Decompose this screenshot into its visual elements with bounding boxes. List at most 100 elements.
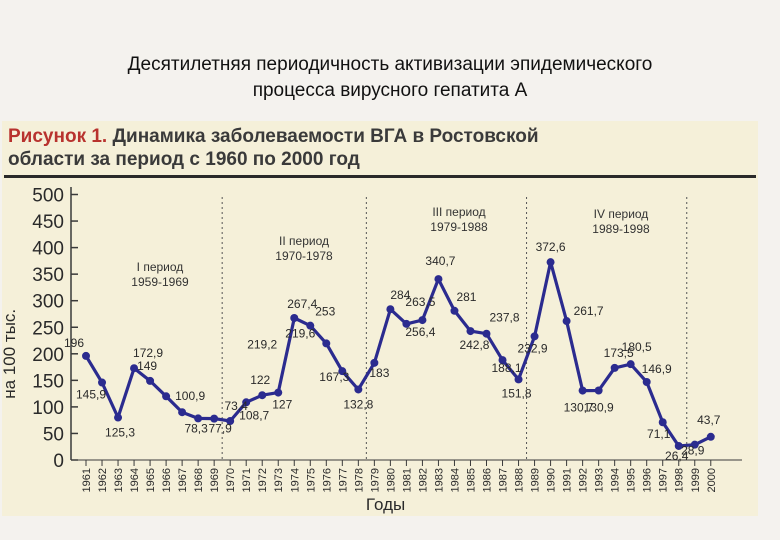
data-label: 219,6 bbox=[285, 326, 315, 340]
data-point bbox=[322, 339, 331, 348]
x-tick-label: 1963 bbox=[113, 468, 125, 492]
y-tick-label: 200 bbox=[32, 345, 64, 366]
data-point bbox=[498, 356, 507, 365]
data-label: 284 bbox=[390, 288, 410, 302]
x-tick-label: 1994 bbox=[610, 468, 622, 492]
x-tick-label: 1961 bbox=[81, 468, 93, 492]
data-point bbox=[546, 258, 555, 267]
x-tick-label: 1976 bbox=[321, 468, 333, 492]
data-point bbox=[258, 391, 267, 400]
y-tick-label: 400 bbox=[32, 239, 64, 260]
x-tick-label: 1983 bbox=[433, 468, 445, 492]
data-point bbox=[146, 376, 155, 385]
data-point bbox=[370, 358, 379, 367]
data-point bbox=[578, 386, 587, 395]
x-tick-label: 1992 bbox=[578, 468, 590, 492]
x-tick-label: 1985 bbox=[465, 468, 477, 492]
data-point bbox=[274, 388, 283, 397]
y-tick-label: 250 bbox=[32, 318, 64, 339]
figure-caption: Рисунок 1. Динамика заболеваемости ВГА в… bbox=[8, 125, 753, 171]
x-tick-label: 1991 bbox=[562, 468, 574, 492]
data-point bbox=[290, 314, 299, 323]
data-point bbox=[338, 367, 347, 376]
x-tick-label: 1999 bbox=[690, 468, 702, 492]
x-tick-label: 1998 bbox=[674, 468, 686, 492]
data-label: 100,9 bbox=[175, 389, 205, 403]
x-axis-label: Годы bbox=[366, 495, 405, 514]
y-tick-label: 150 bbox=[32, 371, 64, 392]
data-point bbox=[162, 392, 171, 401]
x-tick-label: 1990 bbox=[546, 468, 558, 492]
data-label: 145,9 bbox=[76, 388, 106, 402]
data-point bbox=[194, 414, 203, 423]
y-tick-label: 300 bbox=[32, 292, 64, 313]
data-label: 196 bbox=[64, 336, 84, 350]
period-years-label: 1970-1978 bbox=[275, 249, 333, 263]
data-label: 77,9 bbox=[208, 422, 232, 436]
period-name-label: I период bbox=[137, 260, 184, 274]
x-tick-label: 1977 bbox=[337, 468, 349, 492]
data-label: 125,3 bbox=[105, 426, 135, 440]
data-point bbox=[642, 377, 651, 386]
y-tick-label: 50 bbox=[43, 424, 64, 445]
x-tick-label: 1993 bbox=[594, 468, 606, 492]
x-tick-label: 1981 bbox=[401, 468, 413, 492]
data-label: 151,8 bbox=[502, 386, 532, 400]
period-years-label: 1959-1969 bbox=[131, 275, 189, 289]
data-label: 372,6 bbox=[536, 240, 566, 254]
data-point bbox=[530, 332, 539, 341]
data-label: 43,7 bbox=[697, 413, 721, 427]
data-label: 188,1 bbox=[492, 361, 522, 375]
data-label: 149 bbox=[137, 359, 157, 373]
data-label: 263,5 bbox=[405, 295, 435, 309]
data-point bbox=[210, 414, 219, 423]
x-tick-label: 1982 bbox=[417, 468, 429, 492]
data-label: 130,9 bbox=[584, 400, 614, 414]
x-tick-label: 1970 bbox=[225, 468, 237, 492]
data-point bbox=[690, 440, 699, 449]
data-label: 256,4 bbox=[405, 325, 435, 339]
data-point bbox=[130, 364, 139, 373]
x-tick-label: 1995 bbox=[626, 468, 638, 492]
data-point bbox=[674, 441, 683, 450]
period-years-label: 1979-1988 bbox=[430, 220, 488, 234]
x-tick-label: 1967 bbox=[177, 468, 189, 492]
data-label: 261,7 bbox=[574, 304, 604, 318]
data-label: 242,8 bbox=[459, 338, 489, 352]
data-point bbox=[626, 360, 635, 369]
data-label: 180,5 bbox=[622, 340, 652, 354]
data-label: 173,5 bbox=[604, 346, 634, 360]
data-label: 146,9 bbox=[642, 362, 672, 376]
x-tick-label: 1966 bbox=[161, 468, 173, 492]
data-point bbox=[594, 386, 603, 395]
data-point bbox=[658, 418, 667, 427]
data-point bbox=[226, 417, 235, 426]
x-tick-label: 1965 bbox=[145, 468, 157, 492]
data-label: 172,9 bbox=[133, 346, 163, 360]
incidence-line-chart: 0 50 100 150 200 250 300 350 400 450 500 на 100 тыс… bbox=[2, 186, 742, 514]
period-name-label: IV период bbox=[594, 207, 649, 221]
period-years-label: 1989-1998 bbox=[592, 222, 650, 236]
data-label: 167,3 bbox=[319, 370, 349, 384]
data-point bbox=[610, 363, 619, 372]
data-label: 108,7 bbox=[239, 408, 269, 422]
data-point bbox=[386, 305, 395, 314]
data-label: 28,9 bbox=[681, 444, 705, 458]
data-label-extra: 219,2 bbox=[247, 338, 277, 352]
y-tick-label: 500 bbox=[32, 186, 64, 207]
x-tick-label: 1978 bbox=[353, 468, 365, 492]
x-tick-label: 1972 bbox=[257, 468, 269, 492]
x-tick-label: 1971 bbox=[241, 468, 253, 492]
data-point bbox=[434, 275, 443, 284]
data-label: 232,9 bbox=[518, 341, 548, 355]
series-line bbox=[84, 260, 712, 448]
data-point bbox=[514, 375, 523, 384]
x-tick-label: 1980 bbox=[385, 468, 397, 492]
period-name-label: II период bbox=[279, 234, 329, 248]
data-point bbox=[306, 321, 315, 330]
data-point bbox=[562, 317, 571, 326]
slide-title: Десятилетняя периодичность активизации э… bbox=[0, 52, 780, 104]
data-label: 267,4 bbox=[287, 297, 317, 311]
data-label: 281 bbox=[456, 290, 476, 304]
data-label: 183 bbox=[369, 366, 389, 380]
